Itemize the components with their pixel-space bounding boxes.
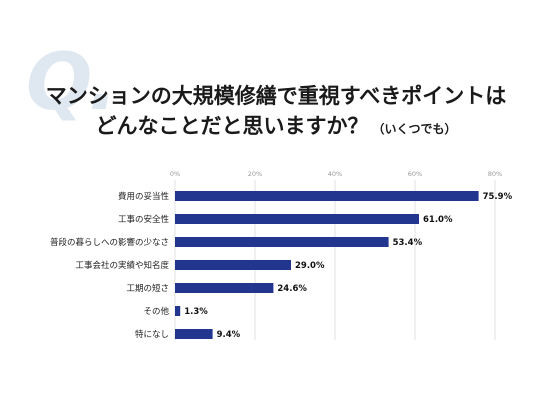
data-label: 9.4% <box>217 330 241 340</box>
data-label: 29.0% <box>295 261 325 271</box>
x-tick-label: 0% <box>170 170 180 178</box>
x-tick-label: 60% <box>408 170 422 178</box>
chart-title-line1: マンションの大規模修繕で重視すべきポイントは <box>45 84 507 108</box>
bars <box>175 191 479 339</box>
category-label: 工期の短さ <box>126 283 169 294</box>
data-label: 24.6% <box>277 284 307 294</box>
category-labels: 費用の妥当性工事の安全性普段の暮らしへの影響の少なさ工事会社の実績や知名度工期の… <box>50 191 170 340</box>
x-tick-label: 40% <box>328 170 342 178</box>
category-label: 普段の暮らしへの影響の少なさ <box>50 237 169 248</box>
category-label: 特になし <box>135 329 169 340</box>
bar <box>175 329 213 339</box>
bar <box>175 283 274 293</box>
category-label: 費用の妥当性 <box>118 191 170 202</box>
bar <box>175 191 479 201</box>
chart-title-line2: どんなことだと思いますか？ （いくつでも） <box>0 116 552 137</box>
bar <box>175 214 419 224</box>
q-watermark: Q. <box>26 38 118 128</box>
data-label: 75.9% <box>483 192 513 202</box>
chart-title-note: （いくつでも） <box>372 122 457 136</box>
data-label: 1.3% <box>184 307 208 317</box>
chart-title-main: どんなことだと思いますか？ <box>95 114 369 138</box>
category-label: 工事の安全性 <box>118 214 170 225</box>
bar <box>175 237 389 247</box>
category-label: 工事会社の実績や知名度 <box>75 260 169 271</box>
category-label: その他 <box>143 306 169 317</box>
bar <box>175 306 181 316</box>
data-label: 53.4% <box>393 238 423 248</box>
x-axis-ticks: 0% 20% 40% 60% 80% <box>170 170 502 178</box>
data-labels: 75.9% 61.0% 53.4% 29.0% 24.6% 1.3% 9.4% <box>184 192 512 340</box>
x-tick-label: 20% <box>248 170 262 178</box>
x-tick-label: 80% <box>488 170 502 178</box>
bar <box>175 260 291 270</box>
data-label: 61.0% <box>423 215 453 225</box>
